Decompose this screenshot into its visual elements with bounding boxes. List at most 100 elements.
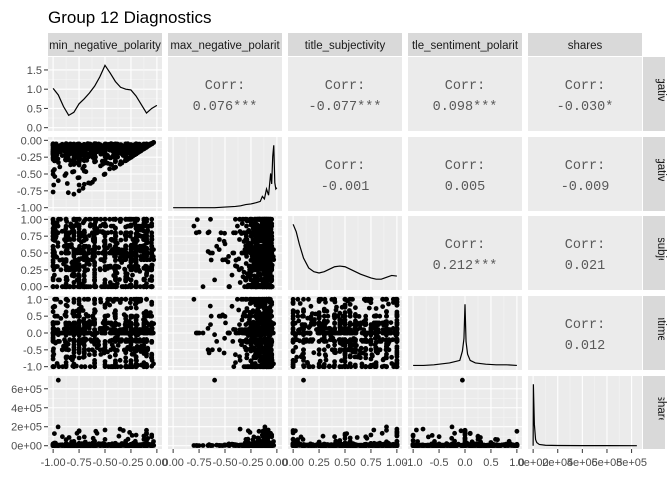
- scatter-point: [117, 255, 123, 260]
- scatter-point: [290, 299, 296, 305]
- corr-value: 0.098***: [433, 100, 498, 115]
- scatter-point: [118, 237, 124, 243]
- scatter-point: [222, 335, 228, 341]
- scatter-point: [63, 364, 69, 370]
- scatter-point: [53, 313, 58, 319]
- scatter-point: [251, 347, 256, 353]
- scatter-point: [248, 277, 254, 283]
- scatter-point: [123, 355, 129, 361]
- scatter-point: [106, 320, 111, 326]
- scatter-point: [222, 230, 228, 236]
- scatter-point: [87, 330, 93, 336]
- scatter-point: [63, 216, 69, 222]
- scatter-point: [92, 327, 97, 332]
- scatter-point: [146, 322, 152, 327]
- corr-value: 0.076***: [193, 100, 258, 115]
- scatter-point: [56, 144, 62, 150]
- scatter-point: [114, 321, 120, 327]
- scatter-point: [58, 267, 64, 273]
- scatter-panel-3-1: [168, 296, 282, 370]
- scatter-point: [55, 178, 61, 184]
- scatter-point: [269, 325, 275, 330]
- corr-panel-0-1: Corr:0.076***: [168, 57, 282, 131]
- scatter-point: [92, 341, 97, 347]
- corr-label: Corr:: [565, 79, 606, 94]
- scatter-point: [112, 347, 118, 353]
- scatter-point: [51, 223, 57, 229]
- scatter-point: [216, 313, 222, 319]
- strip-right-4: [643, 376, 665, 449]
- scatter-point: [269, 216, 275, 222]
- scatter-point: [256, 216, 262, 222]
- scatter-point: [65, 145, 70, 151]
- scatter-point: [87, 233, 92, 239]
- corr-value: 0.005: [445, 180, 486, 195]
- scatter-point: [131, 216, 137, 222]
- scatter-point: [133, 298, 139, 304]
- scatter-point: [149, 353, 155, 359]
- scatter-point: [262, 223, 268, 229]
- strip-top-3: [408, 33, 522, 56]
- scatter-point: [244, 271, 250, 277]
- scatter-point: [97, 326, 103, 331]
- scatter-point: [110, 223, 116, 229]
- scatter-point: [64, 181, 70, 186]
- corr-label: Corr:: [325, 79, 366, 94]
- scatter-point: [87, 262, 92, 267]
- scatter-point: [99, 284, 104, 290]
- scatter-point: [76, 237, 82, 243]
- scatter-point: [80, 185, 86, 191]
- scatter-point: [102, 362, 108, 367]
- corr-panel-2-4: Corr:0.021: [528, 216, 642, 290]
- scatter-point: [87, 352, 92, 358]
- scatter-point: [102, 145, 108, 151]
- scatter-point: [142, 318, 148, 324]
- scatter-point: [128, 322, 134, 327]
- scatter-point: [249, 322, 255, 327]
- scatter-point: [113, 164, 118, 170]
- scatter-point: [64, 275, 69, 280]
- scatter-point: [233, 257, 239, 263]
- scatter-point: [71, 321, 77, 327]
- scatter-point: [81, 168, 87, 174]
- strip-top-label: shares: [568, 40, 603, 52]
- scatter-point: [59, 330, 65, 336]
- scatter-point: [71, 267, 77, 273]
- scatter-point: [217, 347, 222, 353]
- scatter-point: [230, 339, 236, 344]
- scatter-point: [138, 254, 144, 259]
- scatter-point: [113, 274, 118, 280]
- scatter-point: [80, 147, 86, 153]
- scatter-point: [102, 160, 108, 166]
- scatter-point: [233, 216, 238, 222]
- scatter-point: [259, 233, 264, 239]
- strip-right-label: _sentiment_po: [655, 294, 667, 370]
- scatter-point: [81, 343, 87, 348]
- scatter-point: [263, 326, 268, 331]
- scatter-point: [149, 230, 155, 236]
- panel-group: Corr:0.076***Corr:-0.077***Corr:0.098***…: [48, 57, 642, 449]
- scatter-point: [65, 190, 71, 196]
- scatter-point: [254, 341, 260, 347]
- scatter-point: [149, 221, 155, 227]
- scatter-point: [191, 296, 197, 302]
- scatter-point: [105, 296, 111, 302]
- scatter-point: [71, 223, 77, 229]
- scatter-point: [261, 359, 267, 364]
- scatter-point: [51, 151, 57, 157]
- scatter-point: [347, 302, 353, 307]
- scatter-point: [262, 216, 268, 222]
- scatter-point: [231, 327, 236, 332]
- scatter-point: [101, 347, 107, 353]
- scatter-point: [59, 250, 64, 256]
- scatter-point: [267, 247, 273, 253]
- scatter-point: [257, 264, 263, 269]
- scatter-point: [237, 216, 243, 222]
- scatter-point: [76, 257, 82, 263]
- scatter-point: [98, 216, 104, 222]
- scatter-point: [248, 267, 254, 273]
- scatter-point: [244, 352, 250, 357]
- scatter-point: [261, 284, 267, 290]
- corr-label: Corr:: [445, 159, 486, 174]
- scatter-point: [268, 284, 274, 290]
